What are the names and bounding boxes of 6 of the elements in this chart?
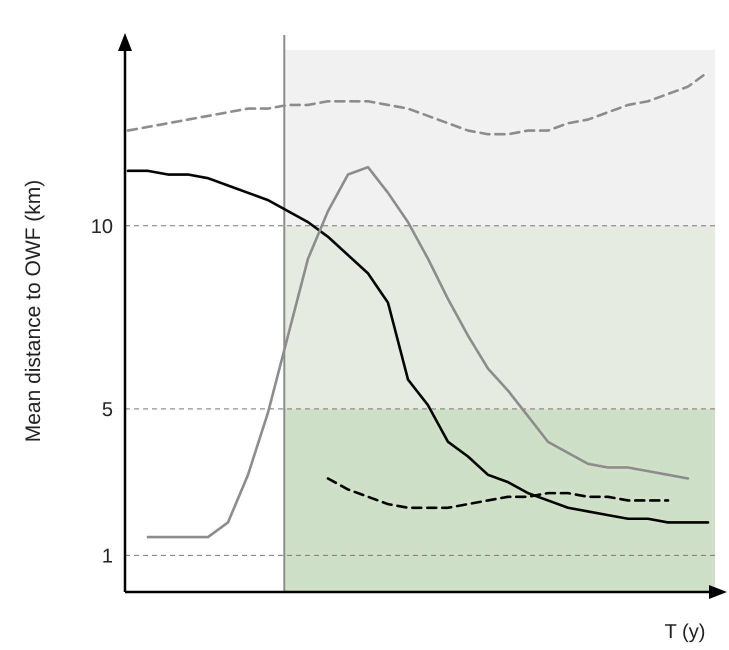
y-axis-title: Mean distance to OWF (km) xyxy=(22,180,45,442)
line-series xyxy=(326,477,670,510)
y-tick-label: 5 xyxy=(102,398,113,421)
y-tick-label: 10 xyxy=(90,216,113,238)
y-tick-label: 1 xyxy=(102,545,113,568)
x-axis-title: T (y) xyxy=(664,621,706,643)
